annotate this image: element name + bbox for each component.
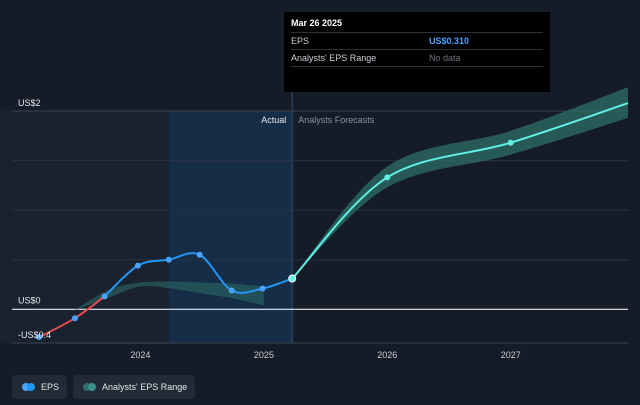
- tooltip-eps-value: US$0.310: [429, 36, 470, 46]
- hover-highlight-region: [168, 111, 293, 343]
- tooltip-range-value: No data: [429, 53, 461, 63]
- eps-point-8: [288, 274, 297, 283]
- eps-legend-icon: [22, 383, 35, 391]
- forecast-point-1: [507, 139, 514, 146]
- chart-legend: EPS Analysts' EPS Range: [12, 375, 196, 399]
- forecast-label: Analysts Forecasts: [298, 115, 375, 125]
- eps-dot-a: [22, 383, 30, 391]
- legend-item-eps[interactable]: EPS: [12, 375, 68, 399]
- y-tick-label: -US$0.4: [18, 330, 51, 340]
- legend-eps-label: EPS: [41, 382, 60, 392]
- forecast-band: [292, 87, 628, 279]
- x-tick-label: 2024: [130, 350, 150, 360]
- range-dot-b: [88, 383, 97, 391]
- actual-label: Actual: [261, 115, 286, 125]
- y-tick-label: US$0: [18, 295, 41, 305]
- eps-tooltip: Mar 26 2025 EPS US$0.310 Analysts' EPS R…: [284, 12, 550, 92]
- eps-point-1: [71, 315, 78, 322]
- legend-item-range[interactable]: Analysts' EPS Range: [73, 375, 196, 399]
- analyst-range-band: [72, 281, 264, 312]
- tooltip-row-range: Analysts' EPS Range No data: [291, 49, 543, 67]
- x-tick-label: 2026: [377, 350, 397, 360]
- eps-point-6: [228, 287, 235, 294]
- tooltip-date: Mar 26 2025: [291, 18, 343, 28]
- tooltip-row-eps: EPS US$0.310: [291, 32, 543, 49]
- eps-point-4: [165, 256, 172, 263]
- eps-point-5: [196, 251, 203, 258]
- forecast-line: [291, 102, 629, 280]
- y-tick-label: US$2: [18, 98, 41, 108]
- eps-dot-b: [27, 383, 35, 391]
- legend-range-label: Analysts' EPS Range: [102, 382, 188, 392]
- eps-point-0: [36, 334, 43, 341]
- eps-chart: US$2 US$0 -US$0.4 2024 2025 2026 2027 Actual Ana…: [0, 87, 629, 360]
- range-legend-icon: [83, 383, 97, 391]
- forecast-point-0: [384, 174, 391, 181]
- past-shade-region: [0, 111, 169, 343]
- eps-point-3: [134, 262, 141, 269]
- x-tick-label: 2025: [254, 350, 274, 360]
- eps-point-2: [101, 293, 108, 300]
- x-tick-label: 2027: [501, 350, 521, 360]
- tooltip-range-label: Analysts' EPS Range: [291, 53, 377, 63]
- eps-point-7: [259, 285, 266, 292]
- range-dot-a: [83, 383, 92, 391]
- tooltip-eps-label: EPS: [291, 36, 310, 46]
